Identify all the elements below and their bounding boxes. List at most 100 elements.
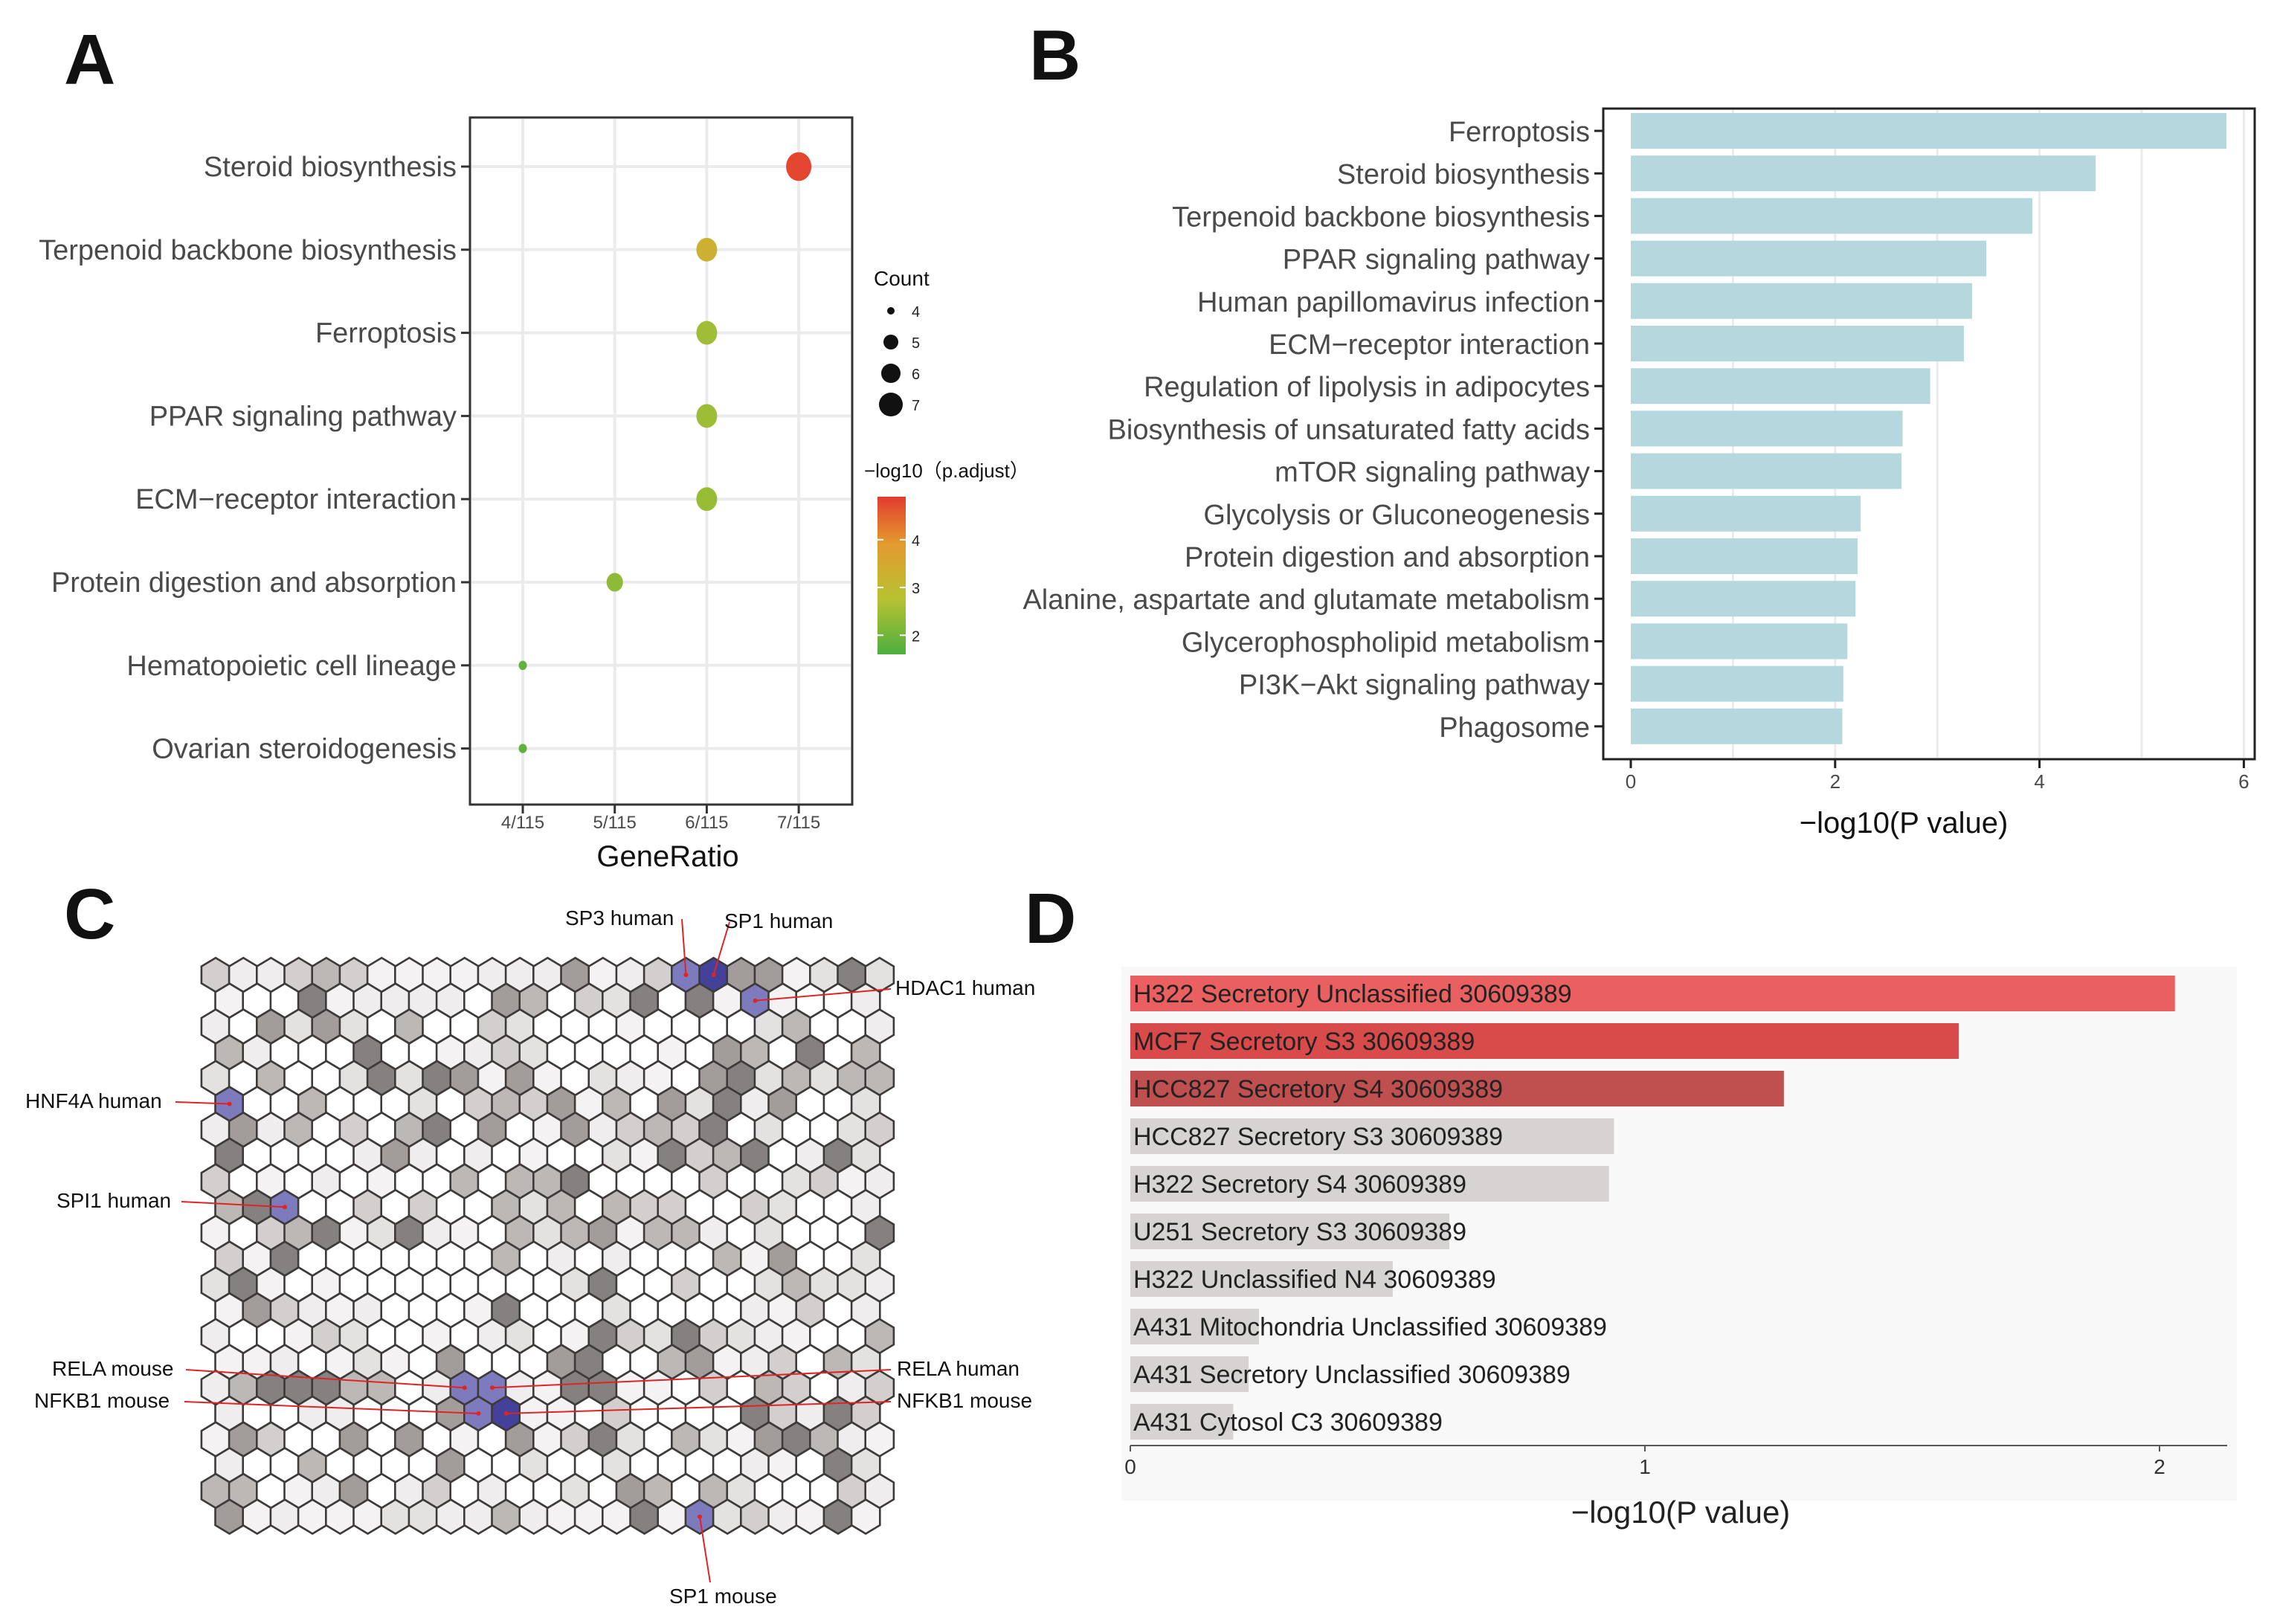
hex-cell (795, 1498, 826, 1536)
hex-annotation-label: SP1 human (724, 909, 833, 932)
panel-a-dot (518, 660, 527, 671)
hex-cell (712, 1498, 743, 1536)
panel-a-dot (606, 573, 623, 592)
annotation-arrow (506, 1401, 892, 1414)
panel-a-dot (696, 487, 718, 512)
panel-b-x-tick-label: 2 (1830, 770, 1840, 793)
panel-b-bar (1631, 708, 1843, 744)
annotation-arrowhead (490, 1385, 495, 1391)
panel-a-x-tick-label: 4/115 (501, 813, 544, 833)
annotation-arrow (184, 1401, 479, 1414)
panel-a-category-label: Terpenoid backbone biosynthesis (39, 235, 457, 266)
hex-cell (214, 1498, 245, 1536)
hex-annotation-label: HDAC1 human (895, 976, 1035, 999)
annotation-arrowhead (476, 1411, 481, 1416)
panel-b-category-label: Human papillomavirus infection (1197, 287, 1590, 318)
annotation-arrowhead (753, 998, 758, 1003)
hex-annotation-label: SP1 mouse (669, 1585, 777, 1608)
panel-a-category-label: Hematopoietic cell lineage (126, 651, 457, 682)
hex-cell (269, 1498, 300, 1536)
panel-b-category-label: Steroid biosynthesis (1337, 159, 1590, 190)
legend-count-dot (883, 335, 898, 349)
panel-d-bar (1130, 1166, 1609, 1202)
legend-color-tick-label: 3 (912, 581, 920, 597)
panel-b-category-label: Biosynthesis of unsaturated fatty acids (1108, 414, 1590, 445)
panel-d-bar-label: H322 Secretory S4 30609389 (1133, 1170, 1466, 1199)
panel-b-bar (1631, 198, 2032, 234)
panel-b-category-label: ECM−receptor interaction (1269, 329, 1590, 361)
hex-cell (352, 1498, 384, 1536)
panel-d-bar (1130, 1023, 1959, 1059)
panel-d-bar-label: MCF7 Secretory S3 30609389 (1133, 1028, 1475, 1056)
panel-b-x-tick-label: 0 (1626, 770, 1636, 793)
panel-b-bar (1631, 581, 1856, 617)
hex-cell (518, 1498, 550, 1536)
panel-b-category-labels: Ferroptosis Steroid biosynthesis Terpenoid… (1022, 117, 1603, 744)
hex-annotation-label: HNF4A human (25, 1089, 162, 1112)
panel-d-bar-label: HCC827 Secretory S3 30609389 (1133, 1123, 1503, 1151)
panel-a-dots (518, 152, 812, 753)
panel-b-bar (1631, 666, 1843, 702)
panel-a-category-label: Steroid biosynthesis (204, 152, 457, 183)
panel-a-x-ticks: 4/115 5/115 6/115 7/115 (501, 805, 820, 833)
panel-d-bar-chart: H322 Secretory Unclassified 30609389 MCF7… (1121, 967, 2237, 1530)
legend-color-tick-label: 4 (912, 533, 920, 550)
panel-d-bar-label: A431 Cytosol C3 30609389 (1133, 1408, 1443, 1437)
panel-b-category-label: mTOR signaling pathway (1275, 457, 1590, 489)
panel-b-category-label: Regulation of lipolysis in adipocytes (1144, 372, 1590, 403)
panel-b-bar (1631, 495, 1861, 532)
legend-color-tick-label: 2 (912, 628, 920, 645)
panel-d-bar (1130, 1404, 1234, 1440)
panel-d-x-tick-label: 2 (2154, 1455, 2165, 1478)
hex-cell (297, 1498, 328, 1536)
panel-d-x-axis-label: −log10(P value) (1571, 1495, 1791, 1530)
panel-b-category-label: Terpenoid backbone biosynthesis (1172, 202, 1590, 233)
panel-b-category-label: PI3K−Akt signaling pathway (1239, 670, 1590, 701)
legend-count-label: 6 (912, 367, 920, 383)
panel-d-bar (1130, 1356, 1249, 1392)
panel-b-bar (1631, 240, 1987, 277)
hex-annotation-label: RELA human (897, 1357, 1020, 1380)
panel-b-bar-chart: Ferroptosis Steroid biosynthesis Terpenoid… (1022, 107, 2256, 840)
panel-b-bar (1631, 368, 1930, 405)
hex-cell (463, 1498, 494, 1536)
panel-d-bar (1130, 1118, 1614, 1154)
panel-b-x-tick-label: 6 (2238, 770, 2249, 793)
annotation-arrowhead (711, 973, 716, 977)
legend-color-title: −log10（p.adjust） (864, 460, 1029, 482)
panel-d-bar-label: A431 Mitochondria Unclassified 30609389 (1133, 1313, 1607, 1341)
annotation-arrowhead (283, 1205, 287, 1210)
panel-d-bar-label: A431 Secretory Unclassified 30609389 (1133, 1361, 1571, 1389)
panel-a-category-label: PPAR signaling pathway (149, 401, 457, 432)
panel-a-plot-background (468, 116, 854, 806)
hex-cell (242, 1498, 273, 1536)
panel-d-x-tick-label: 1 (1639, 1455, 1651, 1478)
panel-label-a: A (64, 20, 115, 100)
panel-a-dot (696, 404, 718, 428)
annotation-arrowhead (227, 1101, 232, 1106)
panel-d-bar (1130, 1214, 1450, 1249)
legend-color-ticks: 2 3 4 (877, 533, 920, 645)
panel-b-bars (1631, 113, 2227, 744)
hex-cell (657, 1498, 688, 1536)
panel-a-dot (696, 237, 718, 262)
legend-count-dot (887, 307, 895, 315)
panel-a-category-label: Ferroptosis (315, 318, 457, 349)
panel-b-bar (1631, 453, 1902, 489)
panel-a-gridlines (471, 119, 851, 803)
legend-count-label: 7 (912, 398, 920, 414)
hex-cell (573, 1498, 605, 1536)
panel-label-d: D (1025, 879, 1076, 958)
panel-b-x-axis-label: −log10(P value) (1800, 807, 2009, 840)
panel-b-category-label: Glycerophospholipid metabolism (1182, 627, 1590, 658)
panel-d-bar (1130, 1071, 1784, 1106)
hex-annotation-label: RELA mouse (52, 1357, 173, 1380)
panel-a-dot (696, 320, 718, 345)
panel-d-bar (1130, 976, 2175, 1011)
panel-d-bar (1130, 1261, 1393, 1297)
hex-cell (435, 1498, 466, 1536)
hex-cell (408, 1498, 439, 1536)
hex-annotation-label: SPI1 human (57, 1189, 171, 1212)
legend-count-label: 4 (912, 304, 920, 320)
